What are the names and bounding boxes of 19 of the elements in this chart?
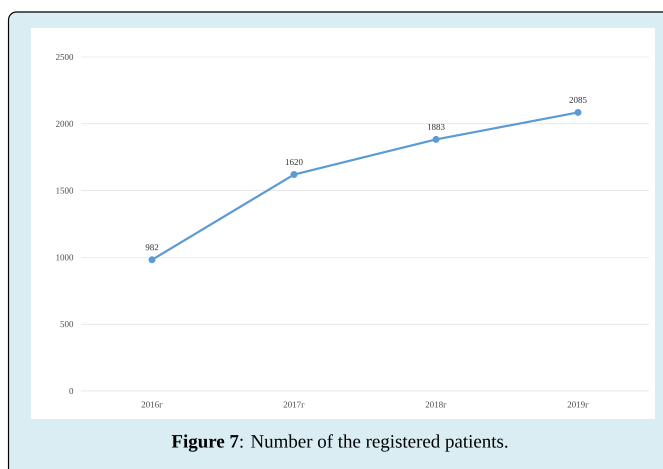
y-tick-label: 2500	[56, 54, 74, 60]
data-label: 982	[146, 244, 158, 250]
data-label: 1620	[286, 158, 303, 166]
data-label: 2085	[569, 96, 587, 103]
x-tick-label: 2017г	[284, 402, 305, 408]
point	[148, 256, 156, 264]
point	[574, 108, 582, 116]
y-tick-label: 0	[69, 388, 74, 394]
x-tick-label: 2019г	[568, 402, 589, 408]
x-tick-label: 2016г	[142, 402, 163, 408]
y-tick-label: 2000	[56, 120, 74, 127]
y-tick-label: 1500	[56, 188, 74, 194]
y-tick-label: 1000	[56, 254, 74, 260]
text: Figure 7: Number of the registered patients.	[172, 434, 508, 452]
point	[432, 136, 440, 143]
y-tick-label: 500	[60, 321, 74, 328]
x-tick-label: 2018г	[426, 402, 447, 408]
point	[290, 171, 298, 178]
data-label: 1883	[428, 124, 445, 130]
